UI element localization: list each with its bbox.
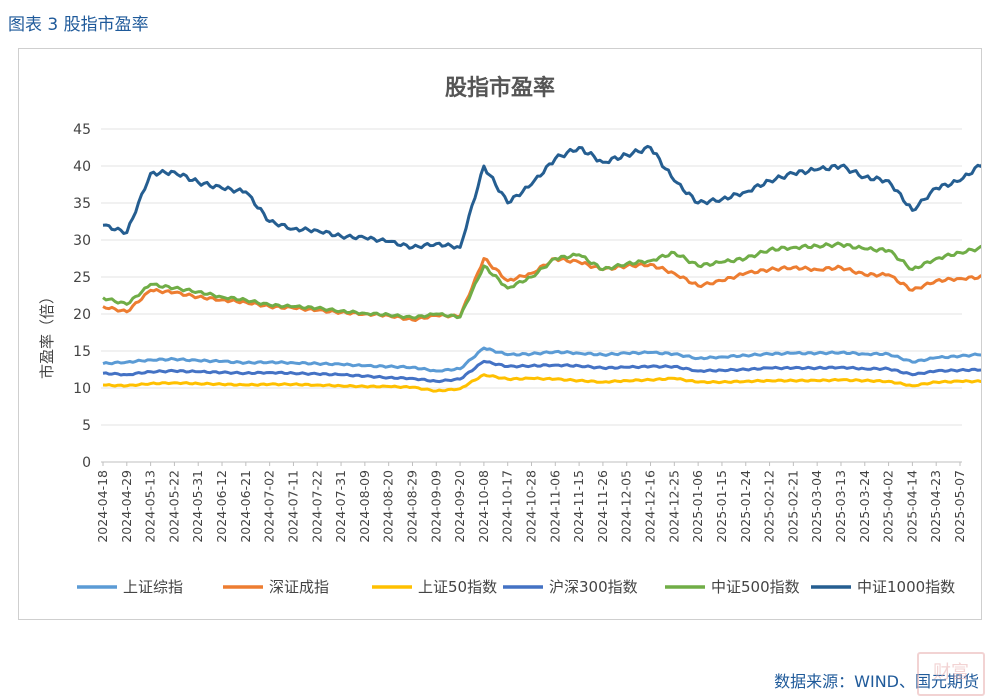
chart-frame: 股指市盈率 0 5 10 15 20 25 30 35 40 45 2024-04-18 2024-…	[18, 48, 982, 620]
x-tick-label: 2024-10-28	[524, 470, 539, 543]
gridlines	[101, 128, 962, 463]
series-lines	[102, 144, 981, 393]
x-tick-label: 2024-12-16	[643, 470, 658, 543]
x-tick-label: 2024-07-31	[333, 470, 348, 543]
x-tick-label: 2024-08-20	[381, 470, 396, 543]
x-tick-label: 2024-05-22	[166, 470, 181, 543]
legend-label: 沪深300指数	[549, 578, 638, 596]
x-tick-label: 2024-04-29	[119, 470, 134, 543]
x-tick-label: 2024-06-21	[238, 470, 253, 543]
y-tick-label: 35	[73, 196, 91, 212]
legend-label: 上证50指数	[418, 578, 497, 596]
x-tick-label: 2024-10-17	[500, 470, 515, 543]
x-tick-label: 2024-07-11	[285, 470, 300, 543]
x-tick-label: 2025-01-24	[738, 470, 753, 543]
series-line	[102, 144, 981, 250]
watermark-stamp: 财富	[917, 652, 985, 696]
legend-label: 中证1000指数	[857, 578, 955, 596]
x-tick-label: 2025-03-24	[857, 470, 872, 543]
y-tick-label: 25	[73, 270, 91, 286]
x-tick-label: 2024-07-02	[262, 470, 277, 543]
y-tick-label: 30	[73, 233, 91, 249]
x-tick-label: 2024-08-29	[404, 470, 419, 543]
legend-label: 中证500指数	[711, 578, 800, 596]
chart-title: 股指市盈率	[445, 75, 555, 101]
x-tick-label: 2024-09-09	[428, 470, 443, 543]
source-note: 数据来源：WIND、国元期货	[774, 672, 979, 691]
x-tick-label: 2025-01-15	[714, 470, 729, 543]
y-tick-label: 40	[73, 159, 91, 175]
y-axis-label: 市盈率（倍）	[38, 289, 56, 379]
x-tick-label: 2025-02-21	[785, 470, 800, 543]
x-tick-label: 2025-04-02	[881, 470, 896, 543]
x-tick-label: 2024-05-31	[190, 470, 205, 543]
series-line	[102, 359, 981, 384]
x-tick-label: 2024-10-08	[476, 470, 491, 543]
y-tick-label: 10	[73, 381, 91, 397]
x-tick-label: 2024-11-06	[547, 470, 562, 543]
x-tick-label: 2024-09-20	[452, 470, 467, 543]
x-tick-label: 2024-04-18	[95, 470, 110, 543]
y-tick-label: 20	[73, 307, 91, 323]
x-tick-label: 2024-11-26	[595, 470, 610, 543]
y-tick-label: 15	[73, 344, 91, 360]
x-tick-label: 2025-04-14	[904, 470, 919, 543]
legend-label: 深证成指	[269, 578, 329, 596]
x-tick-label: 2024-05-13	[143, 470, 158, 543]
y-tick-label: 45	[73, 122, 91, 138]
x-tick-label: 2024-08-09	[357, 470, 372, 543]
figure-caption: 图表 3 股指市盈率	[8, 15, 149, 35]
series-line	[102, 241, 981, 320]
y-axis-ticks: 0 5 10 15 20 25 30 35 40 45	[73, 122, 91, 471]
legend-label: 上证综指	[123, 578, 183, 596]
y-tick-label: 0	[82, 455, 91, 471]
x-tick-label: 2024-07-22	[309, 470, 324, 543]
series-line	[102, 373, 981, 393]
x-tick-label: 2025-01-06	[690, 470, 705, 543]
x-tick-label: 2025-03-13	[833, 470, 848, 543]
series-line	[102, 256, 981, 322]
x-axis-ticks: 2024-04-18 2024-04-29 2024-05-13 2024-05-22…	[95, 462, 967, 543]
series-line	[102, 346, 981, 373]
x-tick-label: 2024-12-25	[666, 470, 681, 543]
x-tick-label: 2025-02-12	[762, 470, 777, 543]
x-tick-label: 2025-04-23	[928, 470, 943, 543]
y-tick-label: 5	[82, 418, 91, 434]
x-tick-label: 2025-05-07	[952, 470, 967, 543]
legend: 上证综指 深证成指 上证50指数 沪深300指数 中证500指数 中证1000指数	[77, 578, 955, 596]
x-tick-label: 2024-12-05	[619, 470, 634, 543]
x-tick-label: 2025-03-04	[809, 470, 824, 543]
x-tick-label: 2024-11-15	[571, 470, 586, 543]
x-tick-label: 2024-06-12	[214, 470, 229, 543]
